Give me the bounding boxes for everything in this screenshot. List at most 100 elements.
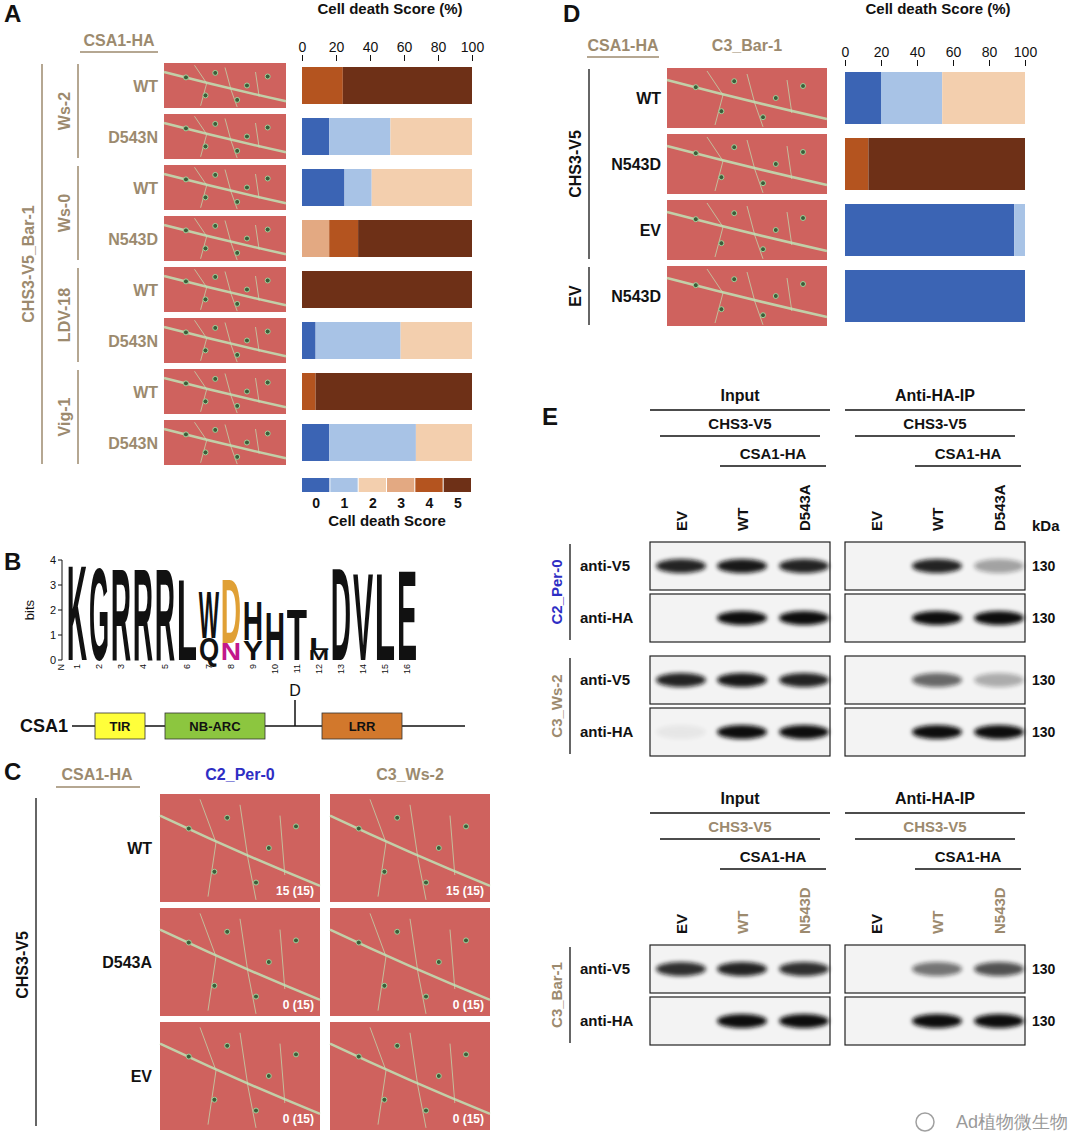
svg-text:W: W: [199, 578, 220, 651]
svg-text:Input: Input: [720, 790, 760, 807]
svg-text:CSA1-HA: CSA1-HA: [935, 445, 1002, 462]
svg-text:anti-V5: anti-V5: [580, 960, 630, 977]
svg-text:H: H: [243, 590, 263, 652]
svg-text:K: K: [67, 537, 87, 689]
svg-text:Input: Input: [720, 387, 760, 404]
svg-text:anti-V5: anti-V5: [580, 671, 630, 688]
svg-text:1: 1: [341, 495, 349, 511]
svg-text:C3_Ws-2: C3_Ws-2: [376, 766, 444, 783]
svg-text:LRR: LRR: [349, 719, 376, 734]
svg-text:CHS3-V5_Bar-1: CHS3-V5_Bar-1: [20, 205, 37, 322]
svg-text:CSA1-HA: CSA1-HA: [740, 445, 807, 462]
svg-text:EV: EV: [673, 511, 690, 531]
svg-text:CSA1: CSA1: [20, 716, 68, 736]
svg-text:E: E: [397, 544, 417, 687]
svg-text:WT: WT: [734, 508, 751, 531]
svg-text:WT: WT: [929, 911, 946, 934]
svg-text:CHS3-V5: CHS3-V5: [903, 818, 966, 835]
svg-text:Ad植物微生物: Ad植物微生物: [956, 1112, 1068, 1132]
svg-text:B: B: [4, 548, 21, 575]
svg-text:Cell death Score: Cell death Score: [328, 512, 446, 529]
svg-text:WT: WT: [734, 911, 751, 934]
svg-text:R: R: [155, 541, 175, 688]
svg-text:A: A: [4, 0, 21, 27]
svg-text:EV: EV: [868, 914, 885, 934]
svg-text:V: V: [353, 547, 373, 686]
svg-text:14: 14: [358, 664, 368, 674]
svg-text:D: D: [289, 682, 301, 699]
svg-text:130: 130: [1032, 672, 1056, 688]
svg-text:N: N: [56, 664, 66, 671]
svg-text:10: 10: [270, 664, 280, 674]
svg-text:5: 5: [160, 664, 170, 669]
svg-text:L: L: [309, 634, 329, 654]
svg-text:T: T: [287, 594, 307, 675]
svg-text:0 (15): 0 (15): [453, 1112, 484, 1126]
svg-text:anti-V5: anti-V5: [580, 557, 630, 574]
svg-text:anti-HA: anti-HA: [580, 1012, 633, 1029]
svg-text:CSA1-HA: CSA1-HA: [61, 766, 133, 783]
svg-text:N543D: N543D: [796, 887, 813, 934]
svg-text:anti-HA: anti-HA: [580, 723, 633, 740]
svg-text:13: 13: [336, 664, 346, 674]
svg-text:D: D: [563, 0, 580, 27]
svg-text:0 (15): 0 (15): [283, 998, 314, 1012]
svg-text:0: 0: [312, 495, 320, 511]
svg-text:C2_Per-0: C2_Per-0: [205, 766, 274, 783]
svg-text:9: 9: [248, 664, 258, 669]
svg-text:130: 130: [1032, 610, 1056, 626]
svg-text:C: C: [4, 758, 21, 785]
svg-text:D543A: D543A: [991, 484, 1008, 531]
svg-text:60: 60: [946, 44, 962, 60]
svg-text:80: 80: [982, 44, 998, 60]
svg-text:2: 2: [94, 664, 104, 669]
svg-text:2: 2: [50, 604, 56, 616]
svg-text:D: D: [331, 541, 351, 688]
svg-text:130: 130: [1032, 724, 1056, 740]
svg-text:bits: bits: [22, 599, 37, 620]
svg-text:G: G: [89, 541, 109, 688]
svg-text:6: 6: [182, 664, 192, 669]
svg-text:40: 40: [910, 44, 926, 60]
svg-text:3: 3: [50, 579, 56, 591]
svg-text:CSA1-HA: CSA1-HA: [740, 848, 807, 865]
svg-text:40: 40: [363, 39, 379, 55]
svg-text:Anti-HA-IP: Anti-HA-IP: [895, 790, 975, 807]
svg-text:N543D: N543D: [108, 231, 158, 248]
svg-text:LDV-18: LDV-18: [56, 288, 73, 342]
svg-text:CSA1-HA: CSA1-HA: [587, 37, 659, 54]
svg-text:3: 3: [116, 664, 126, 669]
svg-text:EV: EV: [567, 285, 584, 307]
svg-text:WT: WT: [636, 90, 661, 107]
svg-text:L: L: [177, 557, 197, 685]
svg-text:TIR: TIR: [110, 719, 132, 734]
svg-text:WT: WT: [133, 282, 158, 299]
svg-text:Vig-1: Vig-1: [56, 397, 73, 436]
svg-text:2: 2: [369, 495, 377, 511]
svg-text:1: 1: [50, 629, 56, 641]
svg-text:16: 16: [402, 664, 412, 674]
svg-text:CHS3-V5: CHS3-V5: [903, 415, 966, 432]
svg-text:CHS3-V5: CHS3-V5: [567, 130, 584, 198]
svg-text:WT: WT: [929, 508, 946, 531]
svg-text:WT: WT: [133, 384, 158, 401]
svg-text:15 (15): 15 (15): [276, 884, 314, 898]
svg-text:Anti-HA-IP: Anti-HA-IP: [895, 387, 975, 404]
svg-text:D543A: D543A: [102, 954, 152, 971]
svg-text:L: L: [375, 547, 395, 686]
svg-text:WT: WT: [127, 840, 152, 857]
svg-text:E: E: [542, 403, 558, 430]
svg-text:11: 11: [292, 664, 302, 673]
svg-text:15: 15: [380, 664, 390, 674]
svg-text:130: 130: [1032, 1013, 1056, 1029]
svg-text:NB-ARC: NB-ARC: [189, 719, 241, 734]
svg-text:D543A: D543A: [796, 484, 813, 531]
svg-text:D543N: D543N: [108, 435, 158, 452]
svg-text:CSA1-HA: CSA1-HA: [935, 848, 1002, 865]
svg-text:N543D: N543D: [611, 156, 661, 173]
svg-text:C3_Bar-1: C3_Bar-1: [712, 37, 782, 54]
svg-text:C2_Per-0: C2_Per-0: [548, 559, 565, 624]
svg-text:3: 3: [397, 495, 405, 511]
svg-text:7: 7: [204, 664, 214, 669]
svg-text:EV: EV: [868, 511, 885, 531]
